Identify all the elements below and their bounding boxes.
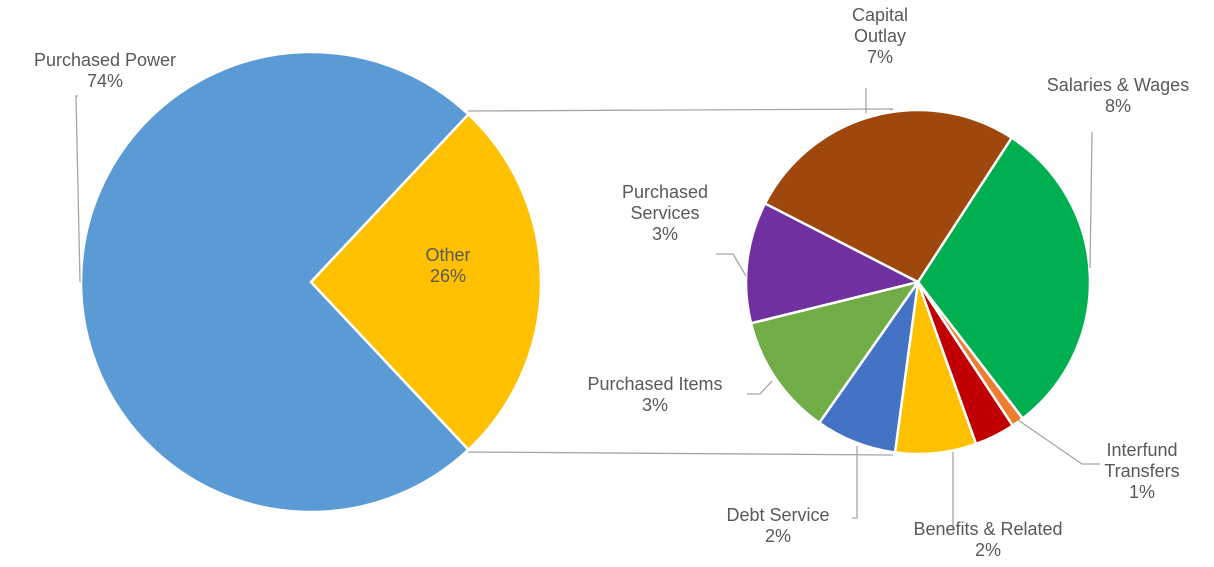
slices (79, 50, 1092, 514)
value-label: 8% (1104, 96, 1131, 116)
pie-slice (309, 113, 543, 451)
value-label: 3% (651, 224, 678, 244)
slice-label: Purchased Services 3% (605, 182, 725, 245)
category-label: Purchased Power (33, 50, 177, 70)
slice-label: Purchased Power 74% (0, 50, 215, 92)
category-label: Debt Service (726, 505, 830, 525)
value-label: 2% (974, 540, 1001, 560)
slice-label: Debt Service 2% (698, 505, 858, 547)
leader-line (75, 95, 81, 283)
value-label: 26% (429, 266, 467, 286)
category-label: Capital Outlay (851, 5, 909, 46)
category-label: Interfund Transfers (1104, 440, 1180, 481)
value-label: 1% (1128, 482, 1155, 502)
category-label: Benefits & Related (913, 519, 1063, 539)
value-label: 74% (86, 71, 124, 91)
leader-line (1089, 131, 1093, 269)
category-label: Salaries & Wages (1046, 75, 1190, 95)
value-label: 3% (641, 395, 668, 415)
value-label: 7% (866, 47, 893, 67)
pie-slice (916, 136, 1092, 420)
category-label: Purchased Items (587, 374, 723, 394)
slice-label: Other 26% (398, 245, 498, 287)
connector-line (467, 451, 894, 456)
connector-line (467, 108, 894, 112)
slice-label: Interfund Transfers 1% (1101, 440, 1183, 503)
leader-line (716, 253, 747, 277)
slice-label: Benefits & Related 2% (878, 519, 1098, 561)
slice-label: Capital Outlay 7% (835, 5, 925, 68)
pie-slice (763, 108, 1013, 284)
slice-label: Salaries & Wages 8% (1018, 75, 1214, 117)
leader-line (1017, 419, 1100, 465)
category-label: Purchased Services (621, 182, 709, 223)
value-label: 2% (764, 526, 791, 546)
slice-label: Purchased Items 3% (555, 374, 755, 416)
pie-slice (744, 202, 920, 325)
leader-line (747, 380, 773, 395)
pie-slice (79, 50, 470, 514)
pie-slice (749, 280, 920, 425)
category-label: Other (425, 245, 471, 265)
leader-line (852, 446, 858, 519)
